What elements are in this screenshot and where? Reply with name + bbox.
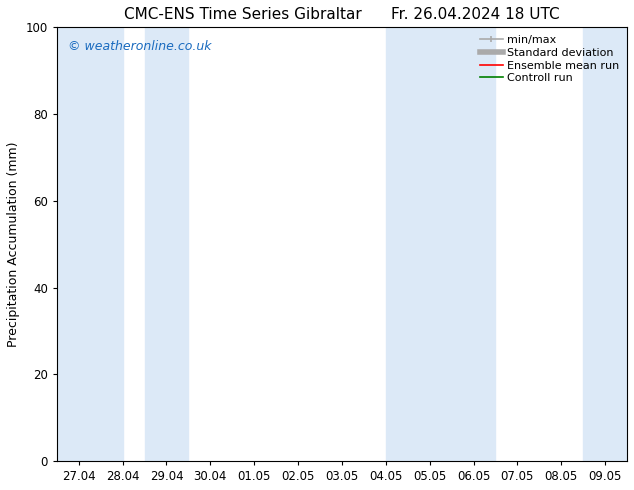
Legend: min/max, Standard deviation, Ensemble mean run, Controll run: min/max, Standard deviation, Ensemble me… — [478, 33, 621, 86]
Bar — [145, 27, 188, 461]
Y-axis label: Precipitation Accumulation (mm): Precipitation Accumulation (mm) — [7, 142, 20, 347]
Bar — [583, 27, 634, 461]
Text: © weatheronline.co.uk: © weatheronline.co.uk — [68, 40, 212, 53]
Bar — [385, 27, 495, 461]
Title: CMC-ENS Time Series Gibraltar      Fr. 26.04.2024 18 UTC: CMC-ENS Time Series Gibraltar Fr. 26.04.… — [124, 7, 560, 22]
Bar — [57, 27, 122, 461]
